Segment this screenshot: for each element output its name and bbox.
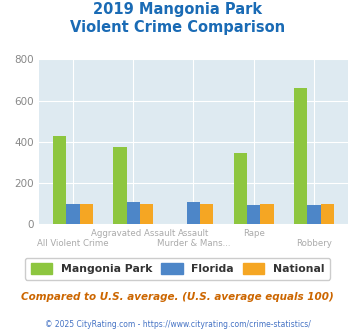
Bar	[80, 204, 93, 224]
Bar	[321, 204, 334, 224]
Text: Rape: Rape	[243, 229, 265, 238]
Bar	[53, 136, 66, 224]
Bar	[113, 147, 127, 224]
Legend: Mangonia Park, Florida, National: Mangonia Park, Florida, National	[25, 258, 330, 280]
Text: 2019 Mangonia Park: 2019 Mangonia Park	[93, 2, 262, 16]
Text: Assault: Assault	[178, 229, 209, 238]
Bar	[247, 205, 260, 224]
Bar	[187, 202, 200, 224]
Bar	[200, 204, 213, 224]
Bar	[140, 204, 153, 224]
Bar	[294, 88, 307, 224]
Text: Robbery: Robbery	[296, 239, 332, 248]
Text: Violent Crime Comparison: Violent Crime Comparison	[70, 20, 285, 35]
Bar	[127, 202, 140, 224]
Bar	[307, 205, 321, 224]
Bar	[66, 204, 80, 224]
Bar	[260, 204, 274, 224]
Text: © 2025 CityRating.com - https://www.cityrating.com/crime-statistics/: © 2025 CityRating.com - https://www.city…	[45, 320, 310, 329]
Text: Compared to U.S. average. (U.S. average equals 100): Compared to U.S. average. (U.S. average …	[21, 292, 334, 302]
Text: Aggravated Assault: Aggravated Assault	[91, 229, 175, 238]
Text: All Violent Crime: All Violent Crime	[37, 239, 109, 248]
Bar	[234, 152, 247, 224]
Text: Murder & Mans...: Murder & Mans...	[157, 239, 230, 248]
